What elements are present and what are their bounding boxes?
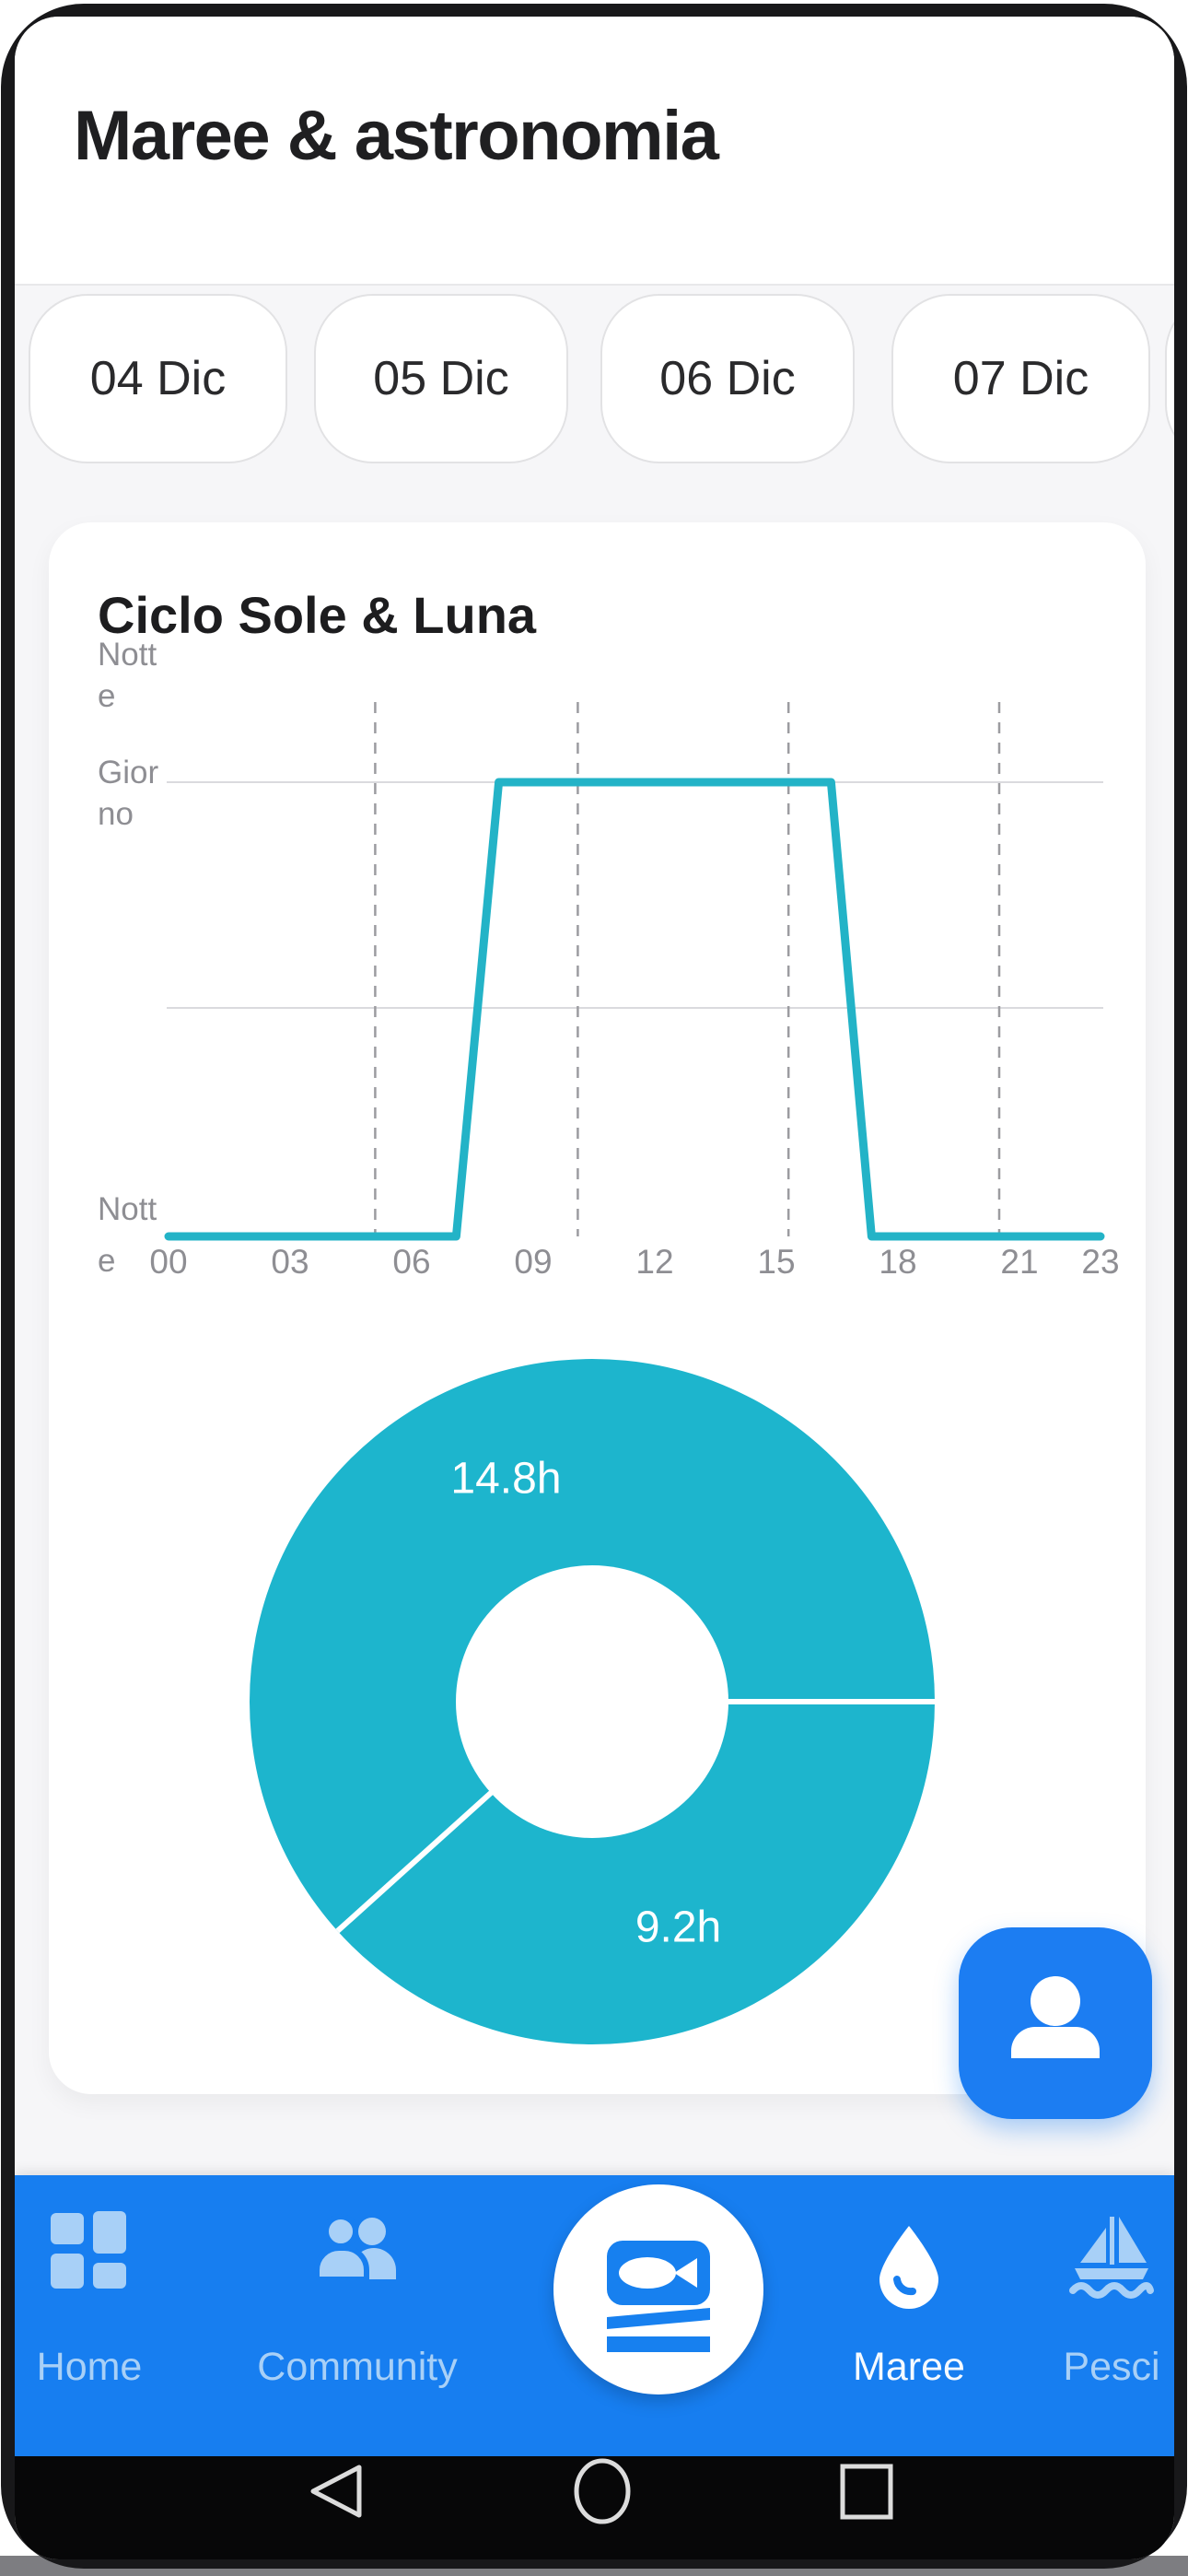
svg-text:09: 09 <box>514 1243 552 1281</box>
profile-fab-button[interactable] <box>959 1927 1152 2119</box>
sun-cycle-line-chart: 00 03 06 09 12 15 18 21 23 Nott e Gior no Nott e <box>98 637 1120 1281</box>
fishing-sailboat-icon[interactable] <box>1067 2215 1156 2303</box>
tides-water-drop-icon[interactable] <box>872 2222 946 2309</box>
svg-text:15: 15 <box>757 1243 795 1281</box>
ytick-giorno: no <box>98 796 134 832</box>
date-pill-07-dic[interactable]: 07 Dic <box>891 294 1150 463</box>
android-back-button[interactable] <box>310 2465 362 2518</box>
ytick-notte-bottom: Nott <box>98 1191 157 1227</box>
ytick-notte-top: e <box>98 678 115 714</box>
donut-hole <box>456 1565 728 1838</box>
android-recents-button[interactable] <box>840 2464 893 2520</box>
svg-text:18: 18 <box>879 1243 916 1281</box>
donut-slice-label: 14.8h <box>450 1454 561 1503</box>
svg-text:12: 12 <box>635 1243 673 1281</box>
page-title: Maree & astronomia <box>74 97 719 175</box>
date-pill-label: 05 Dic <box>373 352 509 405</box>
ytick-giorno: Gior <box>98 755 158 790</box>
app-header: Maree & astronomia <box>15 17 1174 284</box>
card-title: Ciclo Sole & Luna <box>98 586 537 644</box>
nav-item-home[interactable]: Home <box>36 2345 143 2389</box>
ytick-notte-bottom: e <box>98 1243 115 1279</box>
android-home-button[interactable] <box>574 2458 631 2524</box>
svg-text:06: 06 <box>392 1243 430 1281</box>
fish-card-icon <box>607 2241 710 2352</box>
android-nav-bar <box>15 2456 1174 2559</box>
nav-item-maree[interactable]: Maree <box>853 2345 965 2389</box>
header-divider <box>15 284 1174 286</box>
person-icon <box>1011 1976 1100 2058</box>
svg-text:21: 21 <box>1000 1243 1038 1281</box>
date-pill-06-dic[interactable]: 06 Dic <box>600 294 855 463</box>
community-people-icon[interactable] <box>309 2213 405 2287</box>
date-pill-05-dic[interactable]: 05 Dic <box>314 294 568 463</box>
x-axis-ticks: 00 03 06 09 12 15 18 21 23 <box>149 1243 1119 1281</box>
sun-line <box>164 778 1105 1241</box>
date-pill-04-dic[interactable]: 04 Dic <box>29 294 287 463</box>
date-pill-partial[interactable] <box>1165 294 1174 463</box>
home-dashboard-icon[interactable] <box>51 2211 128 2289</box>
moon-event-dashed-lines <box>374 702 1001 1236</box>
date-pill-label: 07 Dic <box>952 352 1089 405</box>
android-nav-icons <box>310 2458 893 2524</box>
donut-slice-label: 9.2h <box>635 1903 721 1952</box>
svg-text:03: 03 <box>271 1243 309 1281</box>
ytick-notte-top: Nott <box>98 637 157 673</box>
phone-bezel: Maree & astronomia 04 Dic 05 Dic 06 Dic … <box>1 4 1187 2569</box>
fish-feed-center-button[interactable] <box>553 2184 763 2395</box>
svg-text:00: 00 <box>149 1243 187 1281</box>
svg-text:23: 23 <box>1081 1243 1119 1281</box>
date-pill-label: 04 Dic <box>89 352 227 405</box>
date-pill-label: 06 Dic <box>659 352 796 405</box>
nav-item-community[interactable]: Community <box>257 2345 458 2389</box>
nav-item-pesci[interactable]: Pesci <box>1063 2345 1160 2389</box>
day-night-donut-chart: 14.8h 9.2h <box>250 1359 935 2044</box>
phone-screen: Maree & astronomia 04 Dic 05 Dic 06 Dic … <box>15 17 1174 2559</box>
